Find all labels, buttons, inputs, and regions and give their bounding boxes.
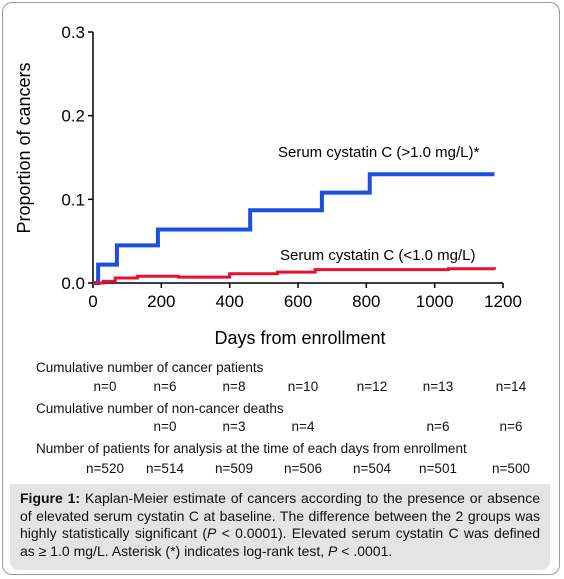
noncancer-count-cell: n=4 — [291, 419, 315, 434]
analysis-count-cell: n=504 — [353, 461, 391, 476]
analysis-count-cell: n=500 — [492, 461, 530, 476]
p-symbol-2: P — [328, 542, 338, 559]
y-tick-label: 0.3 — [61, 23, 85, 42]
analysis-count-cell: n=514 — [146, 461, 184, 476]
cancer-count-cell: n=12 — [356, 379, 388, 394]
noncancer-count-cell: n=3 — [222, 419, 246, 434]
noncancer-count-cell: n=6 — [499, 419, 523, 434]
cancer-count-cell: n=10 — [287, 379, 319, 394]
y-tick-label: 0.1 — [61, 190, 85, 209]
series-lines — [93, 172, 496, 285]
caption-text-1: Kaplan-Meier estimate of cancers accordi… — [20, 490, 541, 541]
y-tick-label: 0.2 — [61, 107, 85, 126]
series-label-1: Serum cystatin C (>1.0 mg/L)* — [278, 144, 479, 161]
analysis-count-cell: n=509 — [215, 461, 253, 476]
analysis-count-cell: n=506 — [284, 461, 322, 476]
series-labels: Serum cystatin C (>1.0 mg/L)* Serum cysta… — [278, 144, 479, 264]
figure-label: Figure 1: — [20, 490, 81, 506]
series-label-2: Serum cystatin C (<1.0 mg/L) — [280, 247, 475, 264]
p-symbol: P — [207, 525, 217, 541]
cancer-count-cell: n=0 — [93, 379, 117, 394]
x-tick-label: 0 — [88, 292, 97, 311]
cancer-count-cell: n=13 — [422, 379, 454, 394]
y-axis-title: Proportion of cancers — [14, 62, 34, 233]
cancer-count-cell: n=6 — [153, 379, 177, 394]
x-tick-label: 400 — [215, 292, 243, 311]
x-tick-label: 200 — [147, 292, 175, 311]
figure-caption: Figure 1: Kaplan-Meier estimate of cance… — [10, 484, 550, 570]
caption-text-3: < .0001. — [337, 542, 393, 559]
analysis-count-cell: n=520 — [86, 461, 124, 476]
x-tick-label: 1000 — [416, 292, 454, 311]
cancer-count-cell: n=8 — [222, 379, 246, 394]
x-axis-title: Days from enrollment — [214, 328, 385, 348]
figure-frame — [2, 2, 560, 575]
series-line-1 — [93, 172, 495, 285]
x-tick-label: 1200 — [484, 292, 522, 311]
series-line-2 — [93, 267, 496, 285]
kaplan-meier-chart: 0.0 0.1 0.2 0.3 0 200 400 600 800 1000 1200 Serum … — [14, 23, 522, 348]
cancer-patients-label: Cumulative number of cancer patients — [36, 360, 264, 375]
noncancer-deaths-label: Cumulative number of non-cancer deaths — [36, 401, 284, 416]
axes: 0.0 0.1 0.2 0.3 0 200 400 600 800 1000 1200 — [61, 23, 522, 311]
analysis-count-cell: n=501 — [419, 461, 457, 476]
noncancer-count-cell: n=0 — [153, 419, 177, 434]
analysis-patients-label: Number of patients for analysis at the t… — [36, 441, 467, 456]
noncancer-count-cell: n=6 — [426, 419, 450, 434]
caption-text-2: < 0.0001). Elevated serum cystatin C was… — [20, 525, 540, 559]
x-tick-label: 800 — [352, 292, 380, 311]
cancer-count-cell: n=14 — [495, 379, 527, 394]
x-tick-label: 600 — [284, 292, 312, 311]
y-tick-label: 0.0 — [61, 274, 85, 293]
